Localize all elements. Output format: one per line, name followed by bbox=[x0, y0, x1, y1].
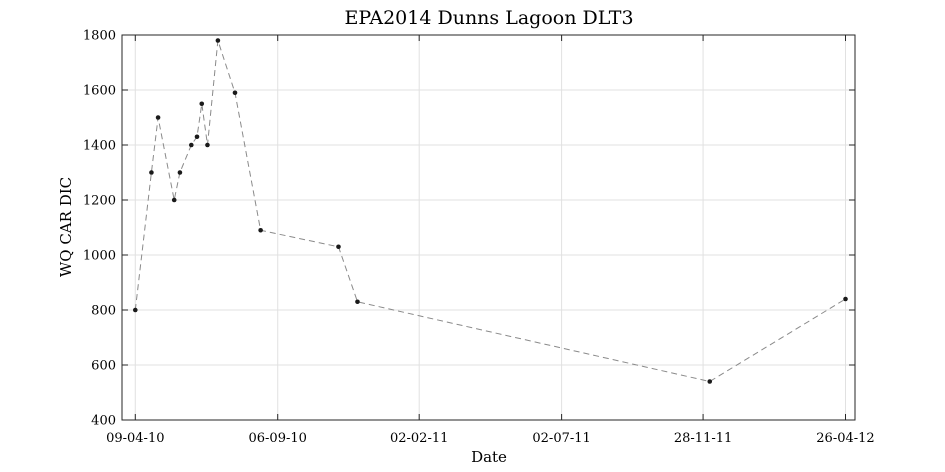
plot-frame bbox=[121, 34, 856, 421]
x-tick-label: 26-04-12 bbox=[816, 431, 874, 446]
axes: 400 600 800 1000 1200 1400 1600 1800 09-04-10 06-… bbox=[83, 29, 875, 447]
data-point bbox=[149, 170, 154, 175]
x-axis-label: Date bbox=[471, 448, 507, 466]
data-point bbox=[843, 296, 848, 302]
data-point bbox=[707, 379, 713, 384]
data-point bbox=[194, 134, 200, 140]
y-tick-label: 1600 bbox=[83, 84, 116, 99]
y-tick-label: 400 bbox=[91, 414, 116, 429]
data-point bbox=[155, 115, 161, 120]
y-axis-label: WQ CAR DIC bbox=[57, 177, 75, 277]
data-point bbox=[336, 244, 341, 250]
chart-title: EPA2014 Dunns Lagoon DLT3 bbox=[344, 7, 633, 29]
series-layer bbox=[132, 38, 848, 384]
grid bbox=[122, 34, 855, 421]
data-point bbox=[205, 142, 210, 148]
data-point bbox=[199, 101, 205, 107]
y-tick-label: 800 bbox=[91, 304, 116, 319]
series-line bbox=[134, 40, 846, 383]
x-tick-label: 06-09-10 bbox=[249, 431, 307, 446]
data-point bbox=[258, 227, 263, 233]
y-tick-label: 1400 bbox=[83, 139, 116, 154]
y-tick-label: 1200 bbox=[83, 194, 116, 209]
x-tick-label: 02-02-11 bbox=[390, 431, 448, 446]
data-point bbox=[189, 142, 194, 148]
x-tick-label: 28-11-11 bbox=[674, 431, 732, 446]
data-point bbox=[177, 170, 183, 175]
y-tick-label: 1000 bbox=[83, 249, 116, 264]
x-tick-label: 02-07-11 bbox=[532, 431, 590, 446]
data-point bbox=[355, 299, 360, 305]
x-tick-label: 09-04-10 bbox=[106, 431, 164, 446]
data-point bbox=[132, 307, 138, 313]
data-point bbox=[171, 197, 177, 203]
data-point bbox=[232, 90, 238, 96]
y-tick-label: 600 bbox=[91, 359, 116, 374]
y-tick-label: 1800 bbox=[83, 29, 116, 44]
data-point bbox=[215, 38, 221, 43]
